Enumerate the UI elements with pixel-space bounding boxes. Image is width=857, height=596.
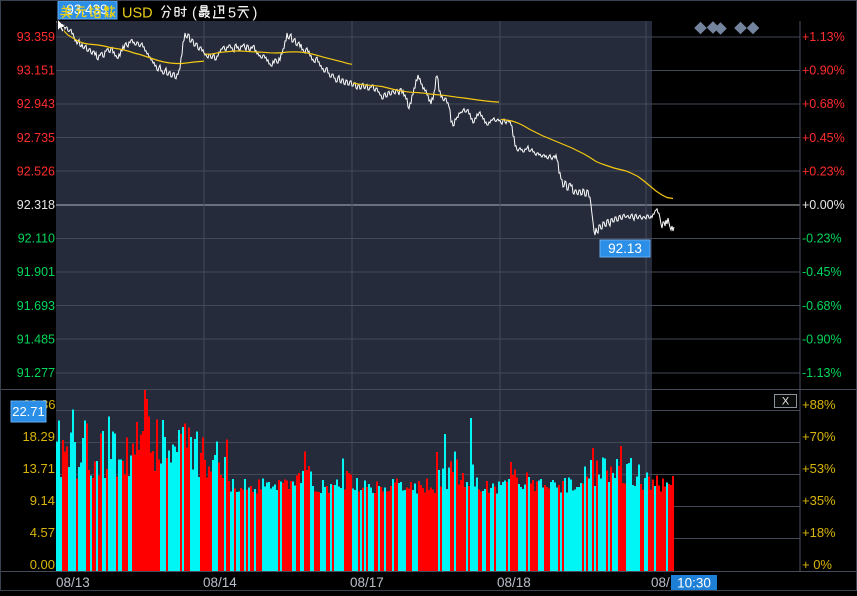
svg-text:91.277: 91.277 <box>17 366 55 380</box>
svg-text:91.485: 91.485 <box>17 332 55 346</box>
svg-text:USD: USD <box>122 6 153 22</box>
svg-text:+0.90%: +0.90% <box>802 64 845 78</box>
svg-text:93.439: 93.439 <box>66 2 107 17</box>
svg-text:-0.90%: -0.90% <box>802 332 842 346</box>
svg-text:18.29: 18.29 <box>22 429 55 444</box>
svg-text:+1.13%: +1.13% <box>802 30 845 44</box>
svg-text:91.693: 91.693 <box>17 299 55 313</box>
svg-text:+0.45%: +0.45% <box>802 131 845 145</box>
svg-text:+70%: +70% <box>802 429 836 444</box>
svg-text:4.57: 4.57 <box>30 525 55 540</box>
svg-text:X: X <box>782 396 790 408</box>
svg-text:): ) <box>253 6 258 22</box>
svg-text:-0.68%: -0.68% <box>802 299 842 313</box>
svg-text:0.00: 0.00 <box>30 557 55 572</box>
svg-text:08/17: 08/17 <box>350 575 384 590</box>
svg-text:93.359: 93.359 <box>17 30 55 44</box>
svg-text:-0.45%: -0.45% <box>802 265 842 279</box>
svg-text:92.526: 92.526 <box>17 164 55 178</box>
svg-text:08/14: 08/14 <box>203 575 237 590</box>
svg-text:+0.68%: +0.68% <box>802 97 845 111</box>
svg-text:92.13: 92.13 <box>608 241 642 256</box>
svg-text:92.318: 92.318 <box>17 198 55 212</box>
svg-text:22.71: 22.71 <box>12 404 45 419</box>
svg-text:+35%: +35% <box>802 493 836 508</box>
svg-text:+53%: +53% <box>802 461 836 476</box>
svg-text:5: 5 <box>228 6 236 22</box>
svg-text:91.901: 91.901 <box>17 265 55 279</box>
svg-text:+18%: +18% <box>802 525 836 540</box>
svg-text:93.151: 93.151 <box>17 64 55 78</box>
svg-text:9.14: 9.14 <box>30 493 55 508</box>
svg-text:13.71: 13.71 <box>22 461 55 476</box>
svg-text:92.110: 92.110 <box>18 232 55 246</box>
svg-text:+0.00%: +0.00% <box>802 198 845 212</box>
svg-text:-0.23%: -0.23% <box>802 232 842 246</box>
svg-text:08/18: 08/18 <box>497 575 531 590</box>
svg-text:-1.13%: -1.13% <box>802 366 842 380</box>
svg-text:+ 0%: + 0% <box>802 557 832 572</box>
svg-text:(: ( <box>192 6 197 22</box>
svg-text:92.735: 92.735 <box>17 131 55 145</box>
svg-text:10:30: 10:30 <box>677 576 711 591</box>
svg-text:+0.23%: +0.23% <box>802 164 845 178</box>
svg-text:+88%: +88% <box>802 397 836 412</box>
svg-text:08/13: 08/13 <box>56 575 90 590</box>
svg-text:92.943: 92.943 <box>17 97 55 111</box>
